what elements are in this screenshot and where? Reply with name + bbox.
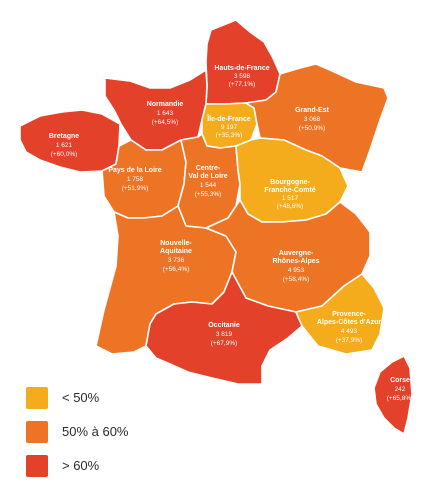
region-percent: (+58,4%)	[283, 276, 310, 283]
region-percent: (+35,3%)	[216, 132, 243, 139]
region-percent: (+64,5%)	[152, 119, 179, 126]
region-value: 1 544	[200, 182, 217, 189]
region-name: Normandie	[147, 101, 184, 108]
region-percent: (+37,9%)	[336, 337, 363, 344]
label-hauts-de-france: Hauts-de-France 3 598 (+77,1%)	[214, 65, 269, 88]
region-name-line2: Val de Loire	[188, 173, 227, 180]
label-ile-de-france: Île-de-France 9 197 (+35,3%)	[206, 114, 251, 139]
label-corse: Corse 242 (+65,8%)	[387, 377, 414, 402]
region-name-line1: Auvergne-	[279, 250, 314, 257]
legend-swatch	[26, 454, 48, 477]
label-normandie: Normandie 1 643 (+64,5%)	[147, 101, 184, 126]
region-name-line1: Bourgogne-	[270, 179, 310, 186]
region-value: 1 643	[157, 110, 174, 117]
region-value: 3 068	[304, 116, 321, 123]
region-name-line2: Rhônes-Alpes	[272, 258, 319, 265]
label-bretagne: Bretagne 1 621 (+60,0%)	[49, 133, 79, 158]
region-name: Bretagne	[49, 133, 79, 140]
legend: < 50% 50% à 60% > 60%	[26, 386, 129, 488]
region-name: Grand-Est	[295, 107, 330, 114]
region-percent: (+77,1%)	[229, 81, 256, 88]
legend-item-below-50: < 50%	[26, 386, 129, 409]
region-name-line2: Alpes-Côtes d'Azur	[317, 319, 382, 326]
region-name-line1: Nouvelle-	[160, 240, 192, 247]
region-name-line2: Aquitaine	[160, 248, 192, 255]
region-value: 1 621	[56, 142, 73, 149]
legend-label: > 60%	[62, 458, 100, 473]
region-percent: (+60,0%)	[51, 151, 78, 158]
region-value: 4 493	[341, 328, 358, 335]
label-occitanie: Occitanie 3 819 (+67,9%)	[208, 322, 240, 347]
legend-item-above-60: > 60%	[26, 454, 129, 477]
region-percent: (+67,9%)	[211, 340, 238, 347]
legend-swatch	[26, 386, 48, 409]
legend-label: 50% à 60%	[62, 424, 129, 439]
label-paca: Provence- Alpes-Côtes d'Azur 4 493 (+37,…	[317, 311, 382, 344]
legend-label: < 50%	[62, 390, 100, 405]
region-value: 4 953	[288, 267, 305, 274]
region-value: 1 517	[282, 195, 299, 202]
region-centre-val-de-loire[interactable]	[177, 133, 241, 229]
region-grand-est[interactable]	[245, 63, 389, 173]
region-bretagne[interactable]	[19, 109, 121, 173]
region-name: Corse	[390, 377, 410, 384]
region-percent: (+65,8%)	[387, 395, 414, 402]
region-name: Occitanie	[208, 322, 240, 329]
region-corse[interactable]	[373, 355, 413, 435]
region-value: 3 819	[216, 331, 233, 338]
region-percent: (+50,9%)	[299, 125, 326, 132]
label-nouvelle-aquitaine: Nouvelle- Aquitaine 3 736 (+56,4%)	[160, 240, 192, 273]
label-pays-de-la-loire: Pays de la Loire 1 758 (+51,9%)	[108, 167, 161, 192]
region-percent: (+51,9%)	[122, 185, 149, 192]
region-name: Pays de la Loire	[108, 167, 161, 174]
region-value: 3 736	[168, 257, 185, 264]
region-value: 9 197	[221, 124, 238, 131]
label-grand-est: Grand-Est 3 068 (+50,9%)	[295, 107, 330, 132]
region-name-line2: Franche-Comté	[264, 187, 315, 194]
label-auvergne-rhone-alpes: Auvergne- Rhônes-Alpes 4 953 (+58,4%)	[272, 250, 319, 283]
legend-item-50-to-60: 50% à 60%	[26, 420, 129, 443]
region-name: Hauts-de-France	[214, 65, 269, 72]
region-value: 3 598	[234, 73, 251, 80]
region-value: 242	[395, 386, 406, 393]
legend-swatch	[26, 420, 48, 443]
region-paca[interactable]	[295, 273, 385, 355]
region-hauts-de-france[interactable]	[205, 19, 281, 105]
region-name-line1: Provence-	[332, 311, 367, 318]
label-centre-val-de-loire: Centre- Val de Loire 1 544 (+55,3%)	[188, 165, 227, 198]
region-normandie[interactable]	[104, 69, 208, 151]
region-percent: (+55,3%)	[195, 191, 222, 198]
label-bourgogne-franche-comte: Bourgogne- Franche-Comté 1 517 (+48,6%)	[264, 179, 315, 210]
region-value: 1 758	[127, 176, 144, 183]
region-percent: (+56,4%)	[163, 266, 190, 273]
region-name-line1: Centre-	[196, 165, 221, 172]
region-percent: (+48,6%)	[277, 203, 304, 210]
region-name: Île-de-France	[206, 114, 251, 123]
